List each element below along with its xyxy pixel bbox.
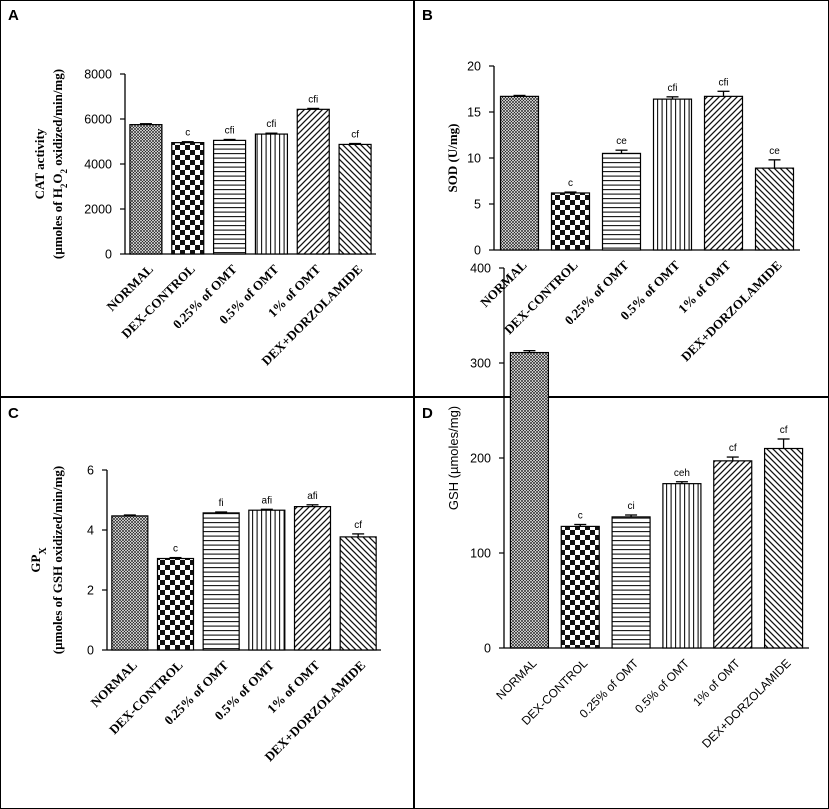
- bar-6: [339, 536, 377, 651]
- bar-5: [713, 460, 753, 649]
- bar-6: [338, 143, 372, 255]
- bar-4: [248, 509, 286, 651]
- x-tick-label: NORMAL: [493, 656, 539, 702]
- y-tick-label: 6000: [84, 113, 112, 127]
- data-label: cfi: [668, 83, 678, 94]
- data-label: ci: [627, 501, 634, 512]
- panel-letter: C: [8, 405, 19, 422]
- bar-4: [662, 483, 702, 649]
- panel-letter: D: [422, 405, 433, 422]
- data-label: cf: [351, 130, 359, 141]
- x-tick-label: DEX+DORZOLAMIDE: [699, 656, 794, 751]
- panel-letter: A: [8, 7, 19, 24]
- bar-3: [601, 152, 642, 251]
- bar-4: [254, 133, 289, 255]
- x-tick-label: 1% of OMT: [690, 656, 743, 709]
- data-label: afi: [307, 491, 318, 502]
- y-tick-label: 2000: [84, 203, 112, 217]
- bar-5: [293, 506, 332, 651]
- data-label: fi: [219, 498, 224, 509]
- bar-1: [509, 351, 550, 649]
- y-tick-label: 0: [87, 644, 94, 658]
- y-tick-label: 6: [87, 464, 94, 478]
- data-label: ceh: [674, 468, 690, 479]
- bar-4: [652, 98, 693, 251]
- y-axis-label: GPX: [28, 547, 49, 573]
- chart-panel-a: A 0 2000 4000 6000 8000 CAT activity(µmoles of…: [0, 0, 414, 397]
- y-axis-label: SOD (U/mg): [445, 124, 460, 193]
- data-label: cfi: [308, 94, 318, 105]
- bar-2: [171, 142, 205, 255]
- y-tick-label: 100: [470, 547, 491, 561]
- data-label: cf: [780, 425, 788, 436]
- data-label: cfi: [266, 119, 276, 130]
- data-label: cfi: [225, 125, 235, 136]
- y-tick-label: 0: [105, 248, 112, 262]
- panel-frame: [0, 0, 414, 397]
- y-tick-label: 5: [474, 198, 481, 212]
- data-label: c: [568, 178, 573, 189]
- y-axis-label: CAT activity: [32, 128, 47, 199]
- y-tick-label: 15: [467, 106, 481, 120]
- bar-3: [212, 139, 247, 255]
- x-tick-label: DEX+DORZOLAMIDE: [678, 258, 785, 365]
- y-axis-label-units: (µmoles of H2O2 oxidized/min/mg): [50, 69, 69, 259]
- y-axis-label-units: (µmoles of GSH oxidized/min/mg): [50, 466, 65, 654]
- x-tick-label: 0.5% of OMT: [632, 656, 692, 716]
- y-tick-label: 300: [470, 357, 491, 371]
- data-label: afi: [262, 495, 273, 506]
- bar-5: [703, 95, 744, 251]
- bar-3: [202, 512, 240, 651]
- data-label: cfi: [719, 77, 729, 88]
- y-tick-label: 8000: [84, 68, 112, 82]
- bar-1: [499, 95, 540, 251]
- y-tick-label: 2: [87, 584, 94, 598]
- y-tick-label: 200: [470, 452, 491, 466]
- bar-2: [560, 525, 600, 649]
- data-label: cf: [354, 520, 362, 531]
- y-tick-label: 10: [467, 152, 481, 166]
- data-label: ce: [769, 146, 780, 157]
- data-label: c: [578, 511, 583, 522]
- data-label: cf: [729, 443, 737, 454]
- y-axis-label: GSH (µmoles/mg): [446, 406, 461, 510]
- x-tick-label: DEX-CONTROL: [118, 261, 198, 341]
- bar-2: [156, 557, 195, 651]
- bar-6: [763, 447, 804, 649]
- bar-5: [296, 108, 330, 255]
- y-tick-label: 400: [470, 262, 491, 276]
- y-tick-label: 0: [474, 244, 481, 258]
- bar-2: [550, 192, 591, 251]
- bar-3: [611, 516, 651, 649]
- data-label: c: [173, 544, 178, 555]
- bar-1: [129, 124, 163, 255]
- y-tick-label: 4: [87, 524, 94, 538]
- y-tick-label: 4000: [84, 158, 112, 172]
- data-label: ce: [616, 136, 627, 147]
- y-tick-label: 20: [467, 60, 481, 74]
- panel-letter: B: [422, 7, 433, 24]
- data-label: c: [185, 128, 190, 139]
- y-tick-label: 0: [484, 642, 491, 656]
- bar-6: [754, 167, 795, 251]
- bar-1: [111, 515, 149, 651]
